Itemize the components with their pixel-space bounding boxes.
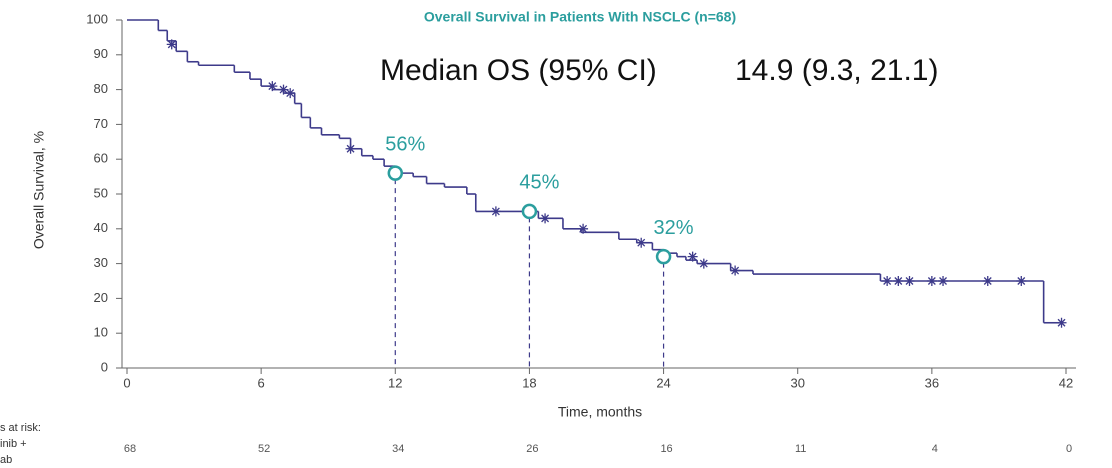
x-tick-label: 42 xyxy=(1059,375,1073,390)
censor-mark xyxy=(926,276,937,286)
censor-mark xyxy=(938,276,949,286)
landmark-label: 45% xyxy=(519,172,559,194)
risk-count: 4 xyxy=(932,443,938,455)
x-tick-label: 30 xyxy=(790,375,804,390)
y-tick-label: 90 xyxy=(94,46,108,61)
censor-mark xyxy=(904,276,915,286)
censor-mark xyxy=(166,39,177,50)
censor-mark xyxy=(698,258,709,269)
y-tick-label: 30 xyxy=(94,255,108,270)
chart-title: Overall Survival in Patients With NSCLC … xyxy=(424,9,736,25)
censor-mark xyxy=(285,88,296,99)
censor-mark xyxy=(345,143,356,154)
y-axis-label: Overall Survival, % xyxy=(31,131,47,249)
median-label: Median OS (95% CI) xyxy=(380,54,657,87)
risk-count: 68 xyxy=(124,443,136,455)
y-tick-label: 60 xyxy=(94,151,108,166)
censor-mark xyxy=(882,276,893,286)
risk-count: 52 xyxy=(258,443,270,455)
censor-mark xyxy=(578,223,589,234)
censor-mark xyxy=(540,213,551,224)
risk-count: 16 xyxy=(660,443,672,455)
landmark-point xyxy=(655,248,672,265)
censor-mark xyxy=(893,276,904,286)
median-value: 14.9 (9.3, 21.1) xyxy=(735,54,938,87)
risk-count: 34 xyxy=(392,443,404,455)
y-tick-label: 20 xyxy=(94,290,108,305)
y-tick-label: 70 xyxy=(94,116,108,131)
censor-mark xyxy=(982,276,993,286)
risk-count: 26 xyxy=(526,443,538,455)
x-tick-label: 18 xyxy=(522,375,536,390)
y-tick-label: 10 xyxy=(94,325,108,340)
censor-mark xyxy=(267,81,278,92)
landmark-point xyxy=(387,165,404,181)
x-axis-label: Time, months xyxy=(558,404,642,420)
risk-count: 11 xyxy=(795,443,806,455)
risk-row-label: inib + xyxy=(0,438,27,450)
y-tick-label: 40 xyxy=(94,220,108,235)
x-tick-label: 0 xyxy=(123,375,130,390)
risk-row-label: ab xyxy=(0,454,12,466)
x-tick-label: 12 xyxy=(388,375,402,390)
x-tick-label: 6 xyxy=(258,375,265,390)
censor-mark xyxy=(1016,276,1027,286)
x-tick-label: 36 xyxy=(925,375,939,390)
landmark-label: 56% xyxy=(385,133,425,155)
risk-count: 0 xyxy=(1066,443,1072,455)
censor-mark xyxy=(490,206,501,217)
censor-mark xyxy=(278,84,289,95)
y-tick-label: 80 xyxy=(94,81,108,96)
y-tick-label: 100 xyxy=(86,11,108,26)
y-tick-label: 0 xyxy=(101,359,108,374)
landmark-point xyxy=(521,203,538,220)
x-tick-label: 24 xyxy=(656,375,670,390)
censor-mark xyxy=(1056,317,1067,328)
y-tick-label: 50 xyxy=(94,185,108,200)
risk-title: s at risk: xyxy=(0,422,41,434)
landmark-label: 32% xyxy=(654,217,694,239)
censor-mark xyxy=(636,237,647,248)
censor-mark xyxy=(730,265,741,276)
censor-mark xyxy=(687,251,698,262)
